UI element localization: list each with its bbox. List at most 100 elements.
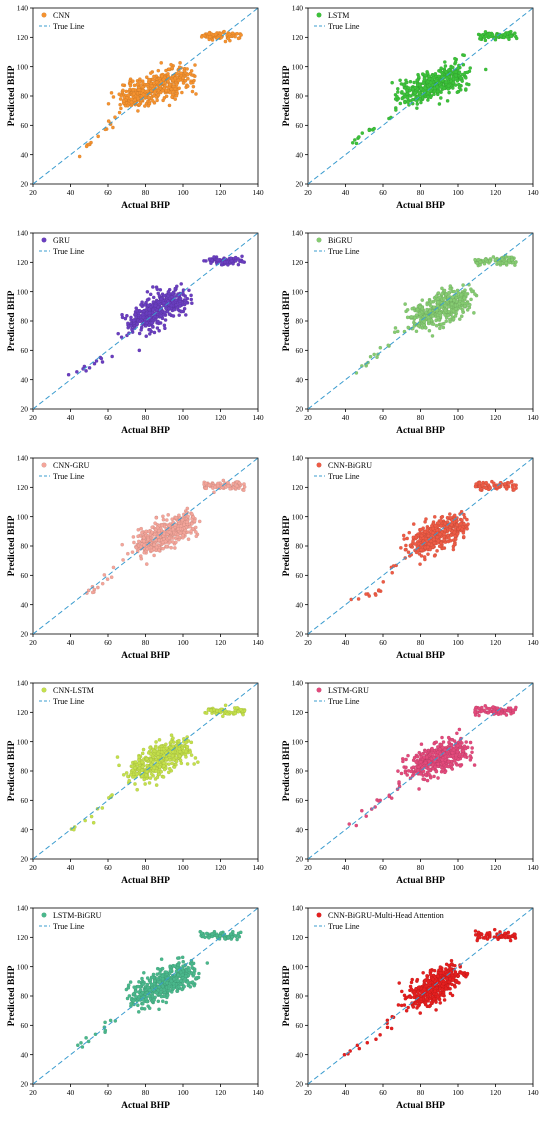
data-point: [149, 293, 152, 296]
x-tick-label: 140: [527, 1088, 539, 1097]
data-point: [195, 976, 198, 979]
data-point: [357, 597, 360, 600]
x-axis-label: Actual BHP: [396, 426, 445, 436]
data-point: [118, 111, 121, 114]
data-point: [445, 80, 448, 83]
data-point: [456, 79, 459, 82]
x-axis-label: Actual BHP: [121, 201, 170, 211]
y-tick-label: 60: [296, 571, 304, 580]
y-tick-label: 80: [296, 92, 304, 101]
data-point: [126, 104, 129, 107]
data-point: [139, 527, 142, 530]
x-tick-label: 120: [215, 188, 227, 197]
data-point: [147, 96, 150, 99]
data-point: [81, 1045, 84, 1048]
x-tick-label: 40: [67, 1088, 75, 1097]
data-point: [360, 809, 363, 812]
data-point: [198, 520, 201, 523]
data-point: [228, 487, 231, 490]
y-tick-label: 100: [17, 962, 29, 971]
data-point: [109, 1019, 112, 1022]
data-point: [372, 127, 375, 130]
data-point: [196, 760, 199, 763]
data-point: [434, 79, 437, 82]
data-point: [157, 329, 160, 332]
data-point: [405, 89, 408, 92]
data-point: [484, 68, 487, 71]
data-point: [101, 806, 104, 809]
data-point: [155, 991, 158, 994]
data-point: [450, 738, 453, 741]
data-point: [152, 543, 155, 546]
x-tick-label: 80: [417, 638, 425, 647]
data-point: [180, 988, 183, 991]
data-point: [450, 302, 453, 305]
data-point: [461, 79, 464, 82]
data-point: [127, 94, 130, 97]
data-point: [146, 976, 149, 979]
data-point: [443, 289, 446, 292]
data-point: [156, 776, 159, 779]
data-point: [165, 95, 168, 98]
data-point: [415, 313, 418, 316]
data-point: [216, 484, 219, 487]
data-point: [437, 539, 440, 542]
data-point: [154, 304, 157, 307]
data-point: [418, 91, 421, 94]
data-point: [420, 752, 423, 755]
y-tick-label: 80: [296, 317, 304, 326]
data-point: [215, 709, 218, 712]
x-tick-label: 40: [67, 413, 75, 422]
data-point: [189, 750, 192, 753]
data-point: [168, 972, 171, 975]
data-point: [169, 63, 172, 66]
data-point: [160, 75, 163, 78]
data-point: [167, 513, 170, 516]
legend-label: GRU: [53, 236, 70, 245]
data-point: [168, 758, 171, 761]
data-point: [429, 753, 432, 756]
data-point: [393, 330, 396, 333]
data-point: [456, 67, 459, 70]
data-point: [436, 304, 439, 307]
data-point: [168, 989, 171, 992]
data-point: [465, 527, 468, 530]
y-tick-label: 140: [17, 229, 29, 238]
data-point: [402, 537, 405, 540]
data-point: [182, 81, 185, 84]
data-point: [188, 969, 191, 972]
data-point: [463, 304, 466, 307]
plot-area: [308, 683, 533, 859]
data-point: [149, 758, 152, 761]
data-point: [125, 771, 128, 774]
data-point: [156, 320, 159, 323]
data-point: [426, 779, 429, 782]
data-point: [158, 971, 161, 974]
data-point: [147, 308, 150, 311]
data-point: [410, 770, 413, 773]
data-point: [374, 1038, 377, 1041]
data-point: [170, 66, 173, 69]
data-point: [414, 536, 417, 539]
data-point: [422, 323, 425, 326]
data-point: [422, 81, 425, 84]
data-point: [379, 346, 382, 349]
x-tick-label: 40: [342, 638, 350, 647]
x-tick-label: 60: [379, 1088, 387, 1097]
data-point: [205, 487, 208, 490]
plot-area: [308, 233, 533, 409]
data-point: [459, 522, 462, 525]
data-point: [463, 516, 466, 519]
x-tick-label: 40: [67, 638, 75, 647]
data-point: [103, 1021, 106, 1024]
x-tick-label: 100: [177, 413, 189, 422]
x-tick-label: 40: [67, 863, 75, 872]
data-point: [216, 258, 219, 261]
data-point: [161, 977, 164, 980]
data-point: [440, 323, 443, 326]
data-point: [223, 937, 226, 940]
